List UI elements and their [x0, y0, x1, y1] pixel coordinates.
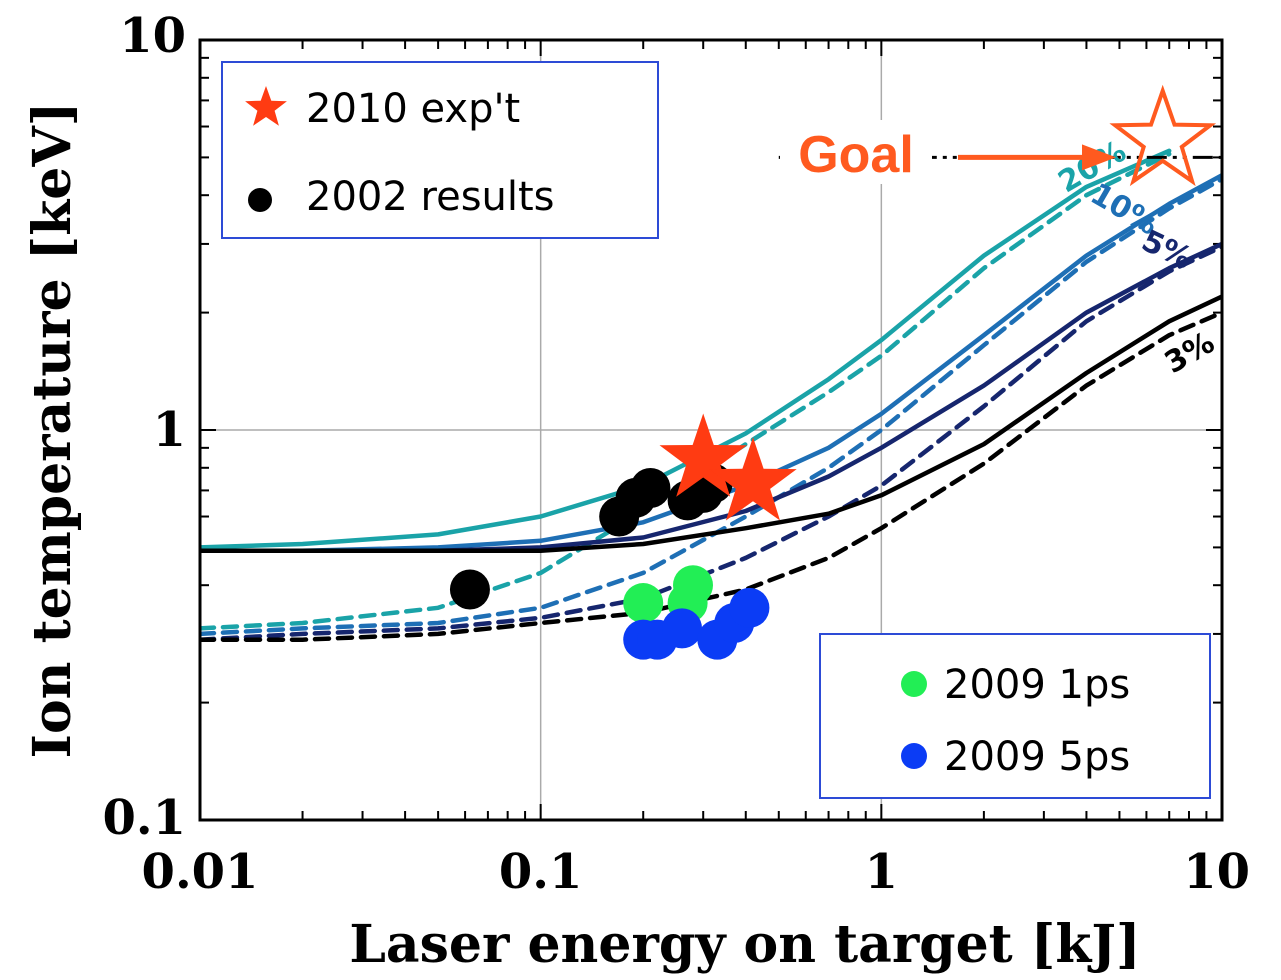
x-axis-title: Laser energy on target [kJ] [349, 914, 1140, 975]
legend-star-marker [245, 86, 287, 126]
curve-20pct-solid [200, 148, 1172, 550]
y-tick-label: 10 [119, 8, 186, 64]
circle-marker [623, 583, 664, 624]
goal-annotation: Goal [780, 84, 1217, 187]
circle-marker [729, 587, 770, 628]
legend-circle-marker [901, 743, 927, 769]
data-points [449, 413, 797, 660]
curve-20pct-dashed [200, 151, 1172, 631]
circle-marker [672, 565, 713, 606]
goal-open-star [1109, 84, 1217, 187]
curve-10pct-dashed [200, 176, 1222, 637]
goal-label-background [780, 120, 932, 184]
legend-label: 2009 1ps [944, 662, 1130, 708]
curve-3pct-solid [200, 294, 1222, 554]
model-curves [200, 148, 1222, 642]
star-marker [659, 413, 747, 497]
goal-arrow-head [1082, 144, 1116, 171]
legend-box [819, 633, 1211, 799]
legend-box [221, 61, 659, 239]
y-tick-label: 1 [153, 402, 186, 458]
goal-label: Goal [798, 126, 914, 184]
curve-5pct-dashed [200, 244, 1222, 642]
legend-label: 2010 exp't [306, 86, 520, 132]
x-tick-label: 0.01 [142, 844, 259, 900]
star-marker [709, 437, 797, 521]
legends: 2010 exp't 2002 results 2009 1ps 2009 5ps [221, 61, 1211, 799]
legend-label: 2002 results [306, 174, 555, 220]
legend-label: 2009 5ps [944, 734, 1130, 780]
circle-marker [449, 569, 490, 610]
y-tick-label: 0.1 [102, 790, 186, 846]
x-tick-label: 10 [1183, 844, 1250, 900]
y-axis-title: Ion temperature [keV] [22, 102, 83, 759]
legend-circle-marker [248, 188, 272, 212]
legend-circle-marker [901, 671, 927, 697]
circle-marker [630, 468, 671, 509]
curve-3pct-dashed [200, 310, 1222, 642]
x-tick-label: 0.1 [499, 844, 583, 900]
circle-marker [662, 608, 703, 649]
plot-frame [198, 38, 1224, 822]
x-tick-label: 1 [865, 844, 898, 900]
curve-10pct-solid [200, 172, 1222, 554]
